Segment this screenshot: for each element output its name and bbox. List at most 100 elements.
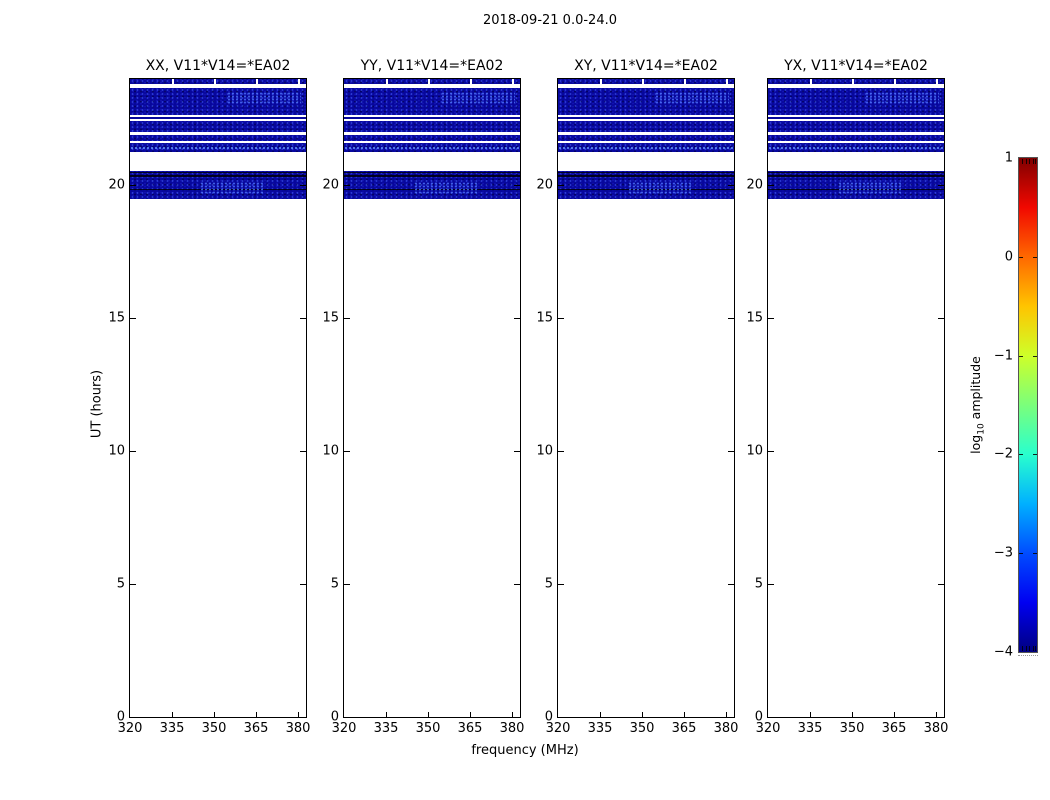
colorbar-hatch-bottom xyxy=(1022,646,1023,651)
xtick-mark-bottom xyxy=(810,712,811,717)
colorbar-hatch-top xyxy=(1032,159,1034,164)
data-band-0 xyxy=(130,79,306,84)
data-band-2 xyxy=(344,117,520,120)
data-band-5 xyxy=(558,142,734,153)
xtick-label: 335 xyxy=(587,721,613,736)
xtick-label: 380 xyxy=(713,721,739,736)
ytick-label: 15 xyxy=(746,310,763,326)
ytick-label: 0 xyxy=(754,709,763,725)
xtick-label: 350 xyxy=(415,721,441,736)
data-band-2 xyxy=(768,117,944,120)
xtick-mark-top xyxy=(255,79,258,84)
data-band-6 xyxy=(130,170,306,200)
xtick-mark-top xyxy=(385,79,388,84)
ytick-mark-left xyxy=(768,451,774,453)
xtick-mark-top xyxy=(725,79,728,84)
xtick-label: 380 xyxy=(499,721,525,736)
data-band-0 xyxy=(768,79,944,84)
colorbar-tick-mark-left xyxy=(1019,454,1023,456)
ytick-label: 20 xyxy=(322,177,339,193)
ytick-label: 10 xyxy=(108,443,125,459)
ytick-mark-right xyxy=(514,185,520,187)
xtick-label: 365 xyxy=(243,721,269,736)
ytick-label: 15 xyxy=(536,310,553,326)
colorbar-hatch-bottom xyxy=(1025,646,1027,651)
xtick-label: 335 xyxy=(373,721,399,736)
xtick-mark-top xyxy=(213,79,216,84)
dark-row xyxy=(344,151,520,153)
dark-row xyxy=(558,151,734,153)
colorbar-hatch-bottom xyxy=(1029,646,1030,651)
xtick-mark-top xyxy=(511,79,514,84)
ytick-mark-left xyxy=(768,318,774,320)
xtick-mark-top xyxy=(935,79,938,84)
colorbar-tick-label: −3 xyxy=(993,545,1013,561)
bright-patch xyxy=(200,182,264,195)
colorbar-tick-mark-right xyxy=(1033,454,1037,456)
panel-title: XX, V11*V14=*EA02 xyxy=(145,58,291,74)
colorbar-hatch-bottom xyxy=(1035,646,1036,651)
ytick-mark-right xyxy=(728,451,734,453)
xtick-mark-bottom xyxy=(214,712,215,717)
ytick-mark-left xyxy=(344,451,350,453)
ytick-mark-left xyxy=(130,318,136,320)
xtick-mark-bottom xyxy=(936,712,937,717)
ytick-mark-right xyxy=(938,451,944,453)
bright-patch xyxy=(226,91,301,104)
panel-title: YY, V11*V14=*EA02 xyxy=(360,58,504,74)
bright-patch xyxy=(654,91,729,104)
ytick-label: 5 xyxy=(330,576,339,592)
panel-yy: YY, V11*V14=*EA02 20 15 10 5 0 320 335 350 365 380 xyxy=(322,58,524,736)
bright-patch xyxy=(864,91,939,104)
dark-row xyxy=(130,171,306,173)
ytick-mark-left xyxy=(130,584,136,586)
panel-xx: XX, V11*V14=*EA02 20 15 10 5 0 320 335 350 365 380 xyxy=(108,58,310,736)
ytick-label: 20 xyxy=(536,177,553,193)
data-band-3 xyxy=(558,121,734,133)
xtick-mark-top xyxy=(599,79,602,84)
ytick-mark-left xyxy=(558,318,564,320)
xtick-label: 320 xyxy=(331,721,357,736)
ytick-label: 20 xyxy=(746,177,763,193)
ytick-label: 5 xyxy=(116,576,125,592)
data-band-3 xyxy=(768,121,944,133)
colorbar-tick-label: −1 xyxy=(993,348,1013,364)
colorbar-label: log10 amplitude xyxy=(968,356,987,454)
colorbar-tick-mark-right xyxy=(1033,553,1037,555)
panel-title: YX, V11*V14=*EA02 xyxy=(784,58,928,74)
ytick-mark-right xyxy=(300,451,306,453)
data-band-3 xyxy=(130,121,306,133)
ytick-mark-right xyxy=(514,451,520,453)
colorbar-tick-mark-right xyxy=(1033,256,1037,258)
data-band-4 xyxy=(344,135,520,141)
xtick-label: 320 xyxy=(755,721,781,736)
data-band-2 xyxy=(130,117,306,120)
data-band-5 xyxy=(130,142,306,153)
xtick-label: 365 xyxy=(881,721,907,736)
dark-row xyxy=(768,175,944,177)
xtick-label: 350 xyxy=(839,721,865,736)
ytick-mark-right xyxy=(514,318,520,320)
xtick-mark-bottom xyxy=(852,712,853,717)
xtick-mark-bottom xyxy=(172,712,173,717)
xtick-label: 335 xyxy=(159,721,185,736)
data-band-6 xyxy=(558,170,734,200)
ytick-label: 0 xyxy=(330,709,339,725)
data-band-1 xyxy=(768,88,944,116)
xtick-mark-top xyxy=(851,79,854,84)
ytick-mark-right xyxy=(938,318,944,320)
data-band-4 xyxy=(130,135,306,141)
panel-title: XY, V11*V14=*EA02 xyxy=(574,58,718,74)
xtick-mark-top xyxy=(297,79,300,84)
data-band-4 xyxy=(558,135,734,141)
ytick-label: 15 xyxy=(108,310,125,326)
data-band-1 xyxy=(558,88,734,116)
xtick-mark-top xyxy=(427,79,430,84)
dark-row xyxy=(344,171,520,173)
ytick-mark-left xyxy=(344,584,350,586)
xtick-mark-top xyxy=(809,79,812,84)
xtick-mark-bottom xyxy=(470,712,471,717)
colorbar-dotted-edge xyxy=(1018,655,1038,656)
ytick-mark-right xyxy=(728,584,734,586)
